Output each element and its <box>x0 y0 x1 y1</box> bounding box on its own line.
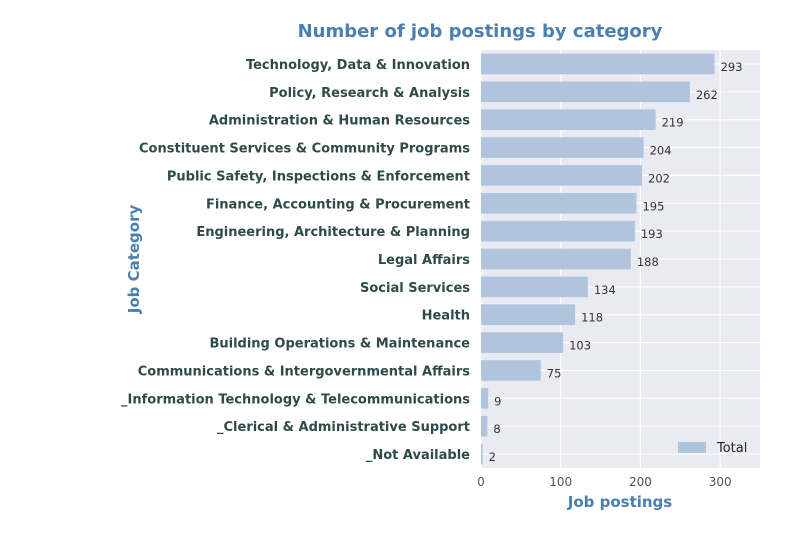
bar <box>481 415 488 437</box>
bars <box>481 53 715 465</box>
x-tick-label: 200 <box>629 475 652 489</box>
category-label: Constituent Services & Community Program… <box>139 142 470 157</box>
category-label: _Clerical & Administrative Support <box>217 420 470 435</box>
value-label: 193 <box>641 227 663 241</box>
bar <box>481 360 541 381</box>
legend-swatch <box>678 442 706 453</box>
value-label: 188 <box>637 255 659 269</box>
bar <box>481 443 483 465</box>
category-label: Administration & Human Resources <box>209 114 470 129</box>
category-label: Legal Affairs <box>378 253 470 268</box>
value-label: 293 <box>721 60 743 74</box>
category-label: Policy, Research & Analysis <box>269 86 470 101</box>
y-axis-label: Job Category <box>125 205 143 315</box>
category-label: _Information Technology & Telecommunicat… <box>121 392 470 407</box>
bar <box>481 220 635 242</box>
bar <box>481 165 643 186</box>
category-label: _Not Available <box>366 448 470 463</box>
category-label: Communications & Intergovernmental Affai… <box>138 364 471 379</box>
category-label: Technology, Data & Innovation <box>246 58 470 73</box>
bar <box>481 248 631 270</box>
value-label: 262 <box>696 88 718 102</box>
value-label: 9 <box>494 394 501 408</box>
category-label: Health <box>422 309 470 324</box>
value-label: 134 <box>594 283 616 297</box>
category-labels: Technology, Data & Innovation Policy, Res… <box>121 58 470 463</box>
value-label: 195 <box>642 199 664 213</box>
value-label: 219 <box>662 116 684 130</box>
legend: Total <box>678 441 747 456</box>
chart-title: Number of job postings by category <box>298 21 663 42</box>
value-label: 8 <box>493 422 500 436</box>
bar <box>481 53 715 75</box>
legend-label: Total <box>716 441 747 456</box>
x-axis-label: Job postings <box>567 493 673 511</box>
category-label: Public Safety, Inspections & Enforcement <box>167 169 470 184</box>
category-label: Finance, Accounting & Procurement <box>206 197 470 212</box>
x-tick-label: 100 <box>549 475 572 489</box>
value-label: 103 <box>569 339 591 353</box>
bar <box>481 304 576 326</box>
bar <box>481 137 644 158</box>
x-tick-label: 300 <box>709 475 732 489</box>
x-tick-label: 0 <box>477 475 485 489</box>
bar <box>481 388 489 409</box>
category-label: Social Services <box>360 281 470 296</box>
bar <box>481 109 656 130</box>
bar <box>481 81 690 103</box>
bar <box>481 276 588 298</box>
x-tick-labels: 0 100 200 300 <box>477 475 731 489</box>
category-label: Building Operations & Maintenance <box>209 337 470 352</box>
value-label: 204 <box>650 144 672 158</box>
bar <box>481 192 637 214</box>
value-label: 2 <box>489 450 496 464</box>
bar <box>481 332 564 353</box>
category-label: Engineering, Architecture & Planning <box>196 225 470 240</box>
value-label: 202 <box>648 171 670 185</box>
value-label: 75 <box>547 366 562 380</box>
value-label: 118 <box>581 311 603 325</box>
